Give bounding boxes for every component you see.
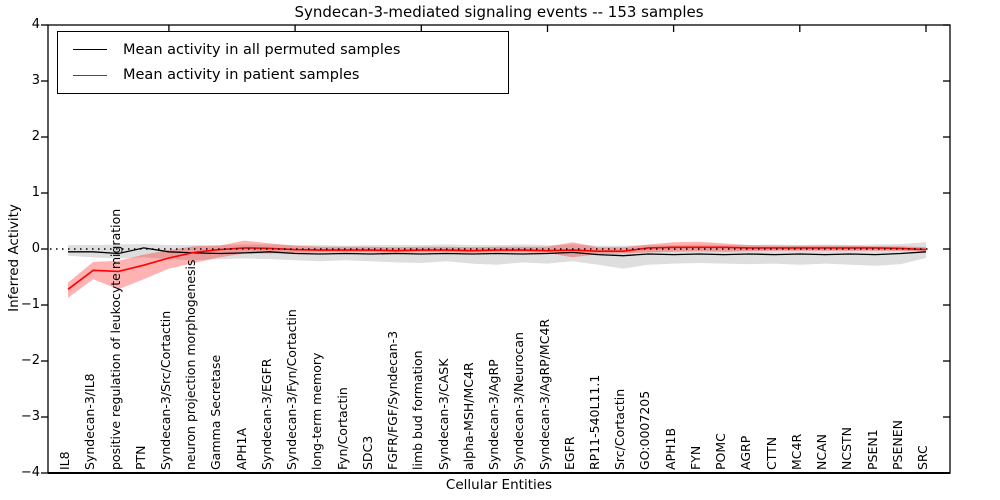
patient-mean-line (67, 246, 927, 290)
x-category-label: RP11-540L11.1 (586, 374, 602, 470)
x-category-label: PSENEN (889, 420, 905, 470)
legend-label-patient: Mean activity in patient samples (123, 67, 360, 84)
patient-line-swatch-icon (73, 74, 107, 76)
x-category-label: FYN (687, 445, 703, 470)
x-category-label: POMC (713, 433, 729, 470)
x-category-label: AGRP (738, 435, 754, 470)
x-category-label: Syndecan-3/EGFR (258, 358, 274, 470)
x-category-label: Syndecan-3/Fyn/Cortactin (284, 309, 300, 470)
y-tick-label: −2 (20, 353, 40, 368)
x-category-label: Gamma Secretase (208, 354, 224, 470)
y-tick-label: 4 (31, 17, 40, 32)
x-category-label: IL8 (57, 451, 72, 470)
x-category-label: GO:0007205 (637, 390, 653, 470)
x-category-label: PSEN1 (864, 429, 880, 470)
x-category-label: EGFR (561, 436, 577, 470)
chart-title: Syndecan-3-mediated signaling events -- … (294, 3, 704, 21)
permuted-mean-line (68, 247, 927, 257)
x-category-label: SRC (915, 445, 930, 470)
permuted-line-swatch-icon (73, 49, 107, 51)
x-category-label: neuron projection morphogenesis (183, 259, 199, 470)
legend-label-permuted: Mean activity in all permuted samples (123, 41, 401, 58)
x-category-label: Syndecan-3/AgRP/MC4R (536, 318, 552, 470)
x-category-label: limb bud formation (410, 350, 426, 470)
x-category-label: NCAN (814, 434, 830, 470)
y-tick-label: −1 (20, 297, 40, 312)
x-category-label: positive regulation of leukocyte migrati… (107, 208, 123, 470)
x-category-label: CTTN (763, 436, 779, 470)
y-tick-label: 2 (31, 129, 40, 144)
y-tick-label: 0 (31, 241, 40, 256)
x-category-label: Syndecan-3/Src/Cortactin (157, 310, 173, 470)
x-category-label: NCSTN (839, 427, 855, 470)
x-axis-label: Cellular Entities (445, 477, 553, 493)
x-category-label: SDC3 (359, 435, 375, 470)
x-category-label: PTN (132, 445, 148, 470)
y-tick-label: −4 (20, 465, 40, 480)
x-category-label: Syndecan-3/AgRP (486, 359, 501, 470)
x-category-label: Fyn/Cortactin (334, 387, 350, 470)
legend-item-permuted: Mean activity in all permuted samples (58, 42, 508, 58)
x-category-label: Syndecan-3/CASK (435, 358, 451, 470)
y-tick-label: −3 (20, 409, 40, 424)
y-tick-label: 3 (31, 73, 40, 88)
legend-item-patient: Mean activity in patient samples (58, 67, 508, 83)
y-tick-label: 1 (31, 185, 40, 200)
x-category-label: MC4R (788, 433, 804, 470)
x-category-label: APH1A (233, 428, 249, 470)
x-category-label: Syndecan-3/IL8 (82, 373, 98, 470)
patient-confidence-band (68, 240, 926, 298)
legend: Mean activity in all permuted samples Me… (57, 31, 509, 94)
x-category-label: long-term memory (309, 352, 325, 470)
x-category-label: APH1B (662, 427, 678, 470)
x-category-label: Syndecan-3/Neurocan (511, 332, 527, 470)
x-category-label: alpha-MSH/MC4R (460, 362, 476, 470)
x-category-label: FGFR/FGF/Syndecan-3 (385, 330, 401, 470)
x-category-label: Src/Cortactin (612, 388, 628, 470)
